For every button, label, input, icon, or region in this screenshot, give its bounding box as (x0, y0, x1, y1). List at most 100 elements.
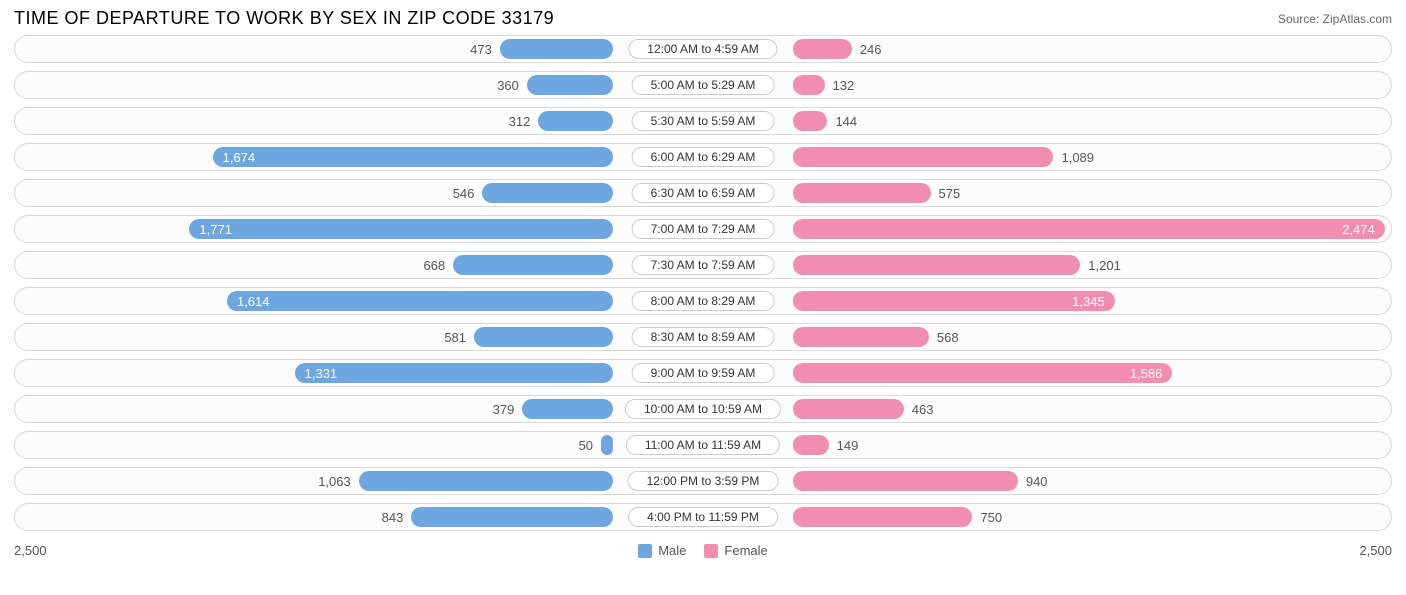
row-track: 1,063 940 12:00 PM to 3:59 PM (14, 467, 1392, 495)
female-bar: 1,345 (793, 291, 1115, 311)
male-bar: 546 (482, 183, 613, 203)
row-track: 360 132 5:00 AM to 5:29 AM (14, 71, 1392, 99)
chart-row: 668 1,201 7:30 AM to 7:59 AM (14, 251, 1392, 285)
category-pill: 11:00 AM to 11:59 AM (626, 435, 780, 455)
chart-row: 360 132 5:00 AM to 5:29 AM (14, 71, 1392, 105)
male-bar: 1,331 (295, 363, 613, 383)
male-value: 843 (382, 510, 404, 525)
chart-row: 843 750 4:00 PM to 11:59 PM (14, 503, 1392, 537)
female-half: 246 (703, 39, 1391, 59)
female-bar: 2,474 (793, 219, 1385, 239)
female-value: 144 (835, 114, 857, 129)
female-half: 144 (703, 111, 1391, 131)
male-value: 360 (497, 78, 519, 93)
female-half: 463 (703, 399, 1391, 419)
chart-row: 1,771 2,474 7:00 AM to 7:29 AM (14, 215, 1392, 249)
female-bar: 149 (793, 435, 829, 455)
category-pill: 9:00 AM to 9:59 AM (632, 363, 775, 383)
category-pill: 12:00 PM to 3:59 PM (628, 471, 779, 491)
category-pill: 5:30 AM to 5:59 AM (632, 111, 775, 131)
male-half: 1,674 (15, 147, 703, 167)
female-half: 1,201 (703, 255, 1391, 275)
chart-row: 1,331 1,586 9:00 AM to 9:59 AM (14, 359, 1392, 393)
male-half: 1,331 (15, 363, 703, 383)
male-bar: 843 (411, 507, 613, 527)
category-pill: 10:00 AM to 10:59 AM (625, 399, 781, 419)
legend-label-female: Female (724, 543, 767, 558)
row-track: 50 149 11:00 AM to 11:59 AM (14, 431, 1392, 459)
female-bar: 750 (793, 507, 972, 527)
male-bar: 312 (538, 111, 613, 131)
female-bar: 1,089 (793, 147, 1053, 167)
category-pill: 8:30 AM to 8:59 AM (632, 327, 775, 347)
category-pill: 6:30 AM to 6:59 AM (632, 183, 775, 203)
male-value: 1,063 (318, 474, 351, 489)
female-bar: 1,201 (793, 255, 1080, 275)
male-half: 1,771 (15, 219, 703, 239)
male-bar: 50 (601, 435, 613, 455)
row-track: 668 1,201 7:30 AM to 7:59 AM (14, 251, 1392, 279)
chart-title: TIME OF DEPARTURE TO WORK BY SEX IN ZIP … (14, 8, 554, 29)
female-value: 750 (980, 510, 1002, 525)
chart-row: 581 568 8:30 AM to 8:59 AM (14, 323, 1392, 357)
legend-label-male: Male (658, 543, 686, 558)
row-track: 843 750 4:00 PM to 11:59 PM (14, 503, 1392, 531)
row-track: 473 24612:00 AM to 4:59 AM (14, 35, 1392, 63)
female-bar: 144 (793, 111, 827, 131)
category-pill: 4:00 PM to 11:59 PM (628, 507, 778, 527)
category-pill: 12:00 AM to 4:59 AM (628, 39, 777, 59)
female-bar: 575 (793, 183, 931, 203)
female-value: 149 (837, 438, 859, 453)
male-value: 50 (579, 438, 593, 453)
female-value: 132 (833, 78, 855, 93)
male-bar: 581 (474, 327, 613, 347)
axis-max-right: 2,500 (1359, 543, 1392, 558)
chart-source: Source: ZipAtlas.com (1278, 12, 1392, 26)
female-value: 568 (937, 330, 959, 345)
female-value: 1,586 (1120, 366, 1173, 381)
female-value: 575 (939, 186, 961, 201)
category-pill: 5:00 AM to 5:29 AM (632, 75, 775, 95)
category-pill: 8:00 AM to 8:29 AM (632, 291, 775, 311)
male-half: 546 (15, 183, 703, 203)
chart-row: 312 144 5:30 AM to 5:59 AM (14, 107, 1392, 141)
female-half: 1,345 (703, 291, 1391, 311)
diverging-bar-chart: 473 24612:00 AM to 4:59 AM 360 132 5:00 AM t… (14, 35, 1392, 537)
male-half: 843 (15, 507, 703, 527)
legend: Male Female (638, 543, 768, 558)
male-bar: 1,674 (213, 147, 613, 167)
female-half: 940 (703, 471, 1391, 491)
male-value: 312 (509, 114, 531, 129)
female-bar: 463 (793, 399, 904, 419)
male-half: 1,614 (15, 291, 703, 311)
male-value: 668 (424, 258, 446, 273)
chart-row: 546 575 6:30 AM to 6:59 AM (14, 179, 1392, 213)
female-half: 575 (703, 183, 1391, 203)
male-value: 473 (470, 42, 492, 57)
row-track: 1,331 1,586 9:00 AM to 9:59 AM (14, 359, 1392, 387)
chart-row: 473 24612:00 AM to 4:59 AM (14, 35, 1392, 69)
legend-swatch-male (638, 544, 652, 558)
row-track: 1,6741,0896:00 AM to 6:29 AM (14, 143, 1392, 171)
chart-row: 1,6741,0896:00 AM to 6:29 AM (14, 143, 1392, 177)
male-value: 1,771 (189, 222, 242, 237)
female-value: 1,089 (1061, 150, 1094, 165)
male-value: 379 (493, 402, 515, 417)
category-pill: 7:30 AM to 7:59 AM (632, 255, 775, 275)
row-track: 1,771 2,474 7:00 AM to 7:29 AM (14, 215, 1392, 243)
male-half: 379 (15, 399, 703, 419)
female-value: 940 (1026, 474, 1048, 489)
chart-row: 50 149 11:00 AM to 11:59 AM (14, 431, 1392, 465)
category-pill: 7:00 AM to 7:29 AM (632, 219, 775, 239)
chart-row: 379 463 10:00 AM to 10:59 AM (14, 395, 1392, 429)
female-bar: 132 (793, 75, 825, 95)
row-track: 312 144 5:30 AM to 5:59 AM (14, 107, 1392, 135)
chart-header: TIME OF DEPARTURE TO WORK BY SEX IN ZIP … (14, 8, 1392, 29)
female-half: 568 (703, 327, 1391, 347)
female-bar: 940 (793, 471, 1018, 491)
female-value: 1,201 (1088, 258, 1121, 273)
female-half: 1,089 (703, 147, 1391, 167)
legend-item-male: Male (638, 543, 686, 558)
female-half: 2,474 (703, 219, 1391, 239)
male-value: 1,331 (295, 366, 348, 381)
